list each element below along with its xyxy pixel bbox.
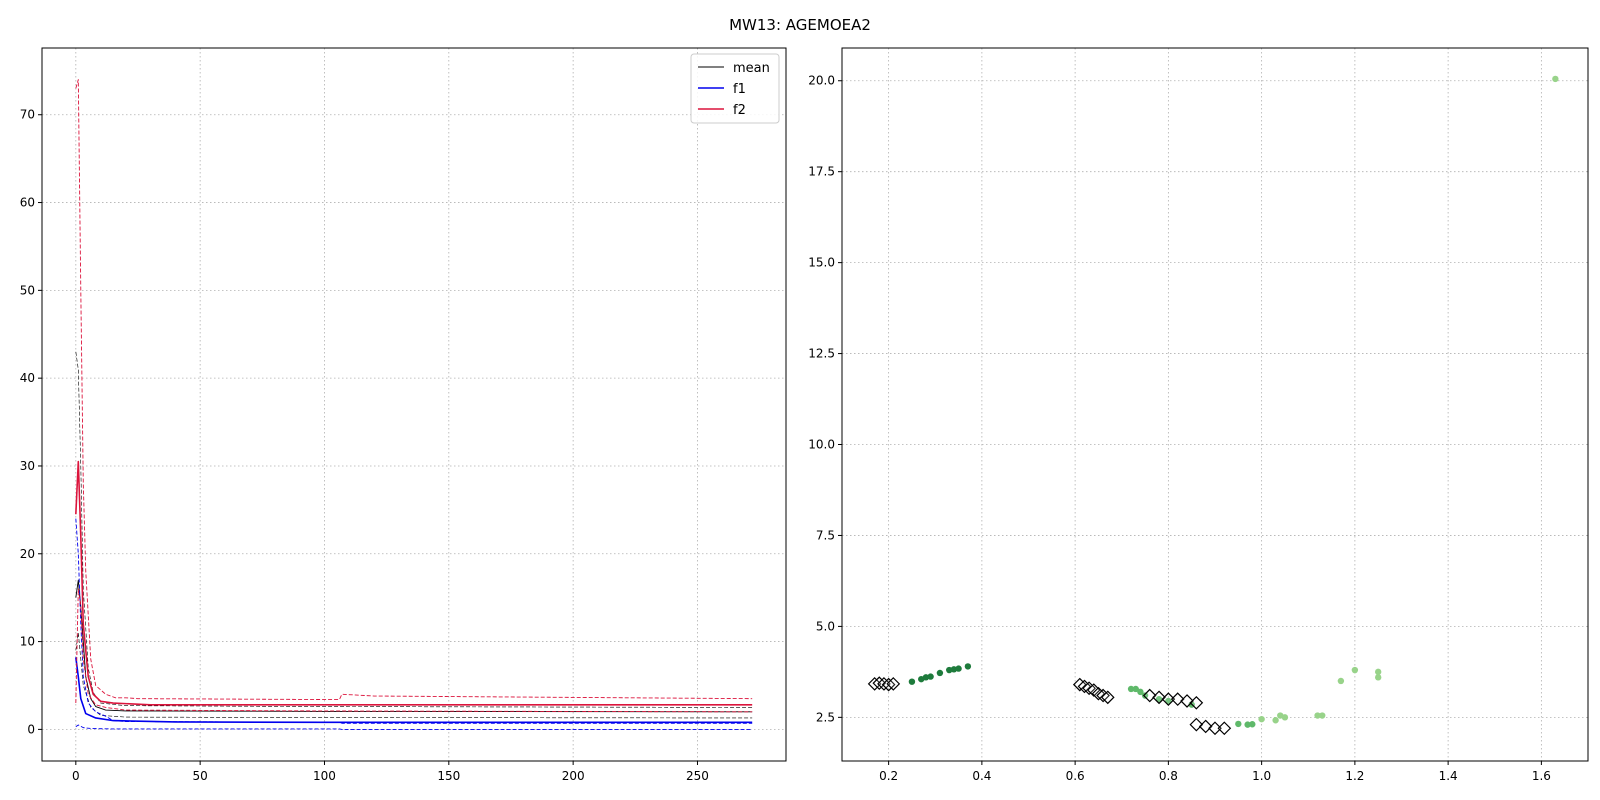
pareto-diamond-point	[1152, 690, 1166, 705]
legend: mean f1 f2	[690, 53, 780, 124]
pareto-diamond-point	[1161, 692, 1176, 707]
x-tick-label: 100	[313, 769, 336, 783]
pareto-diamond-point	[1180, 694, 1194, 708]
y-tick-label: 15.0	[808, 256, 835, 270]
y-tick-label: 10	[20, 635, 35, 649]
scatter-point	[1319, 712, 1326, 719]
series-line	[75, 579, 753, 713]
scatter-point	[936, 669, 944, 677]
legend-label: f1	[733, 82, 746, 97]
y-tick-label: 0	[27, 722, 35, 736]
x-tick-label: 1.0	[1252, 769, 1271, 783]
scatter-point	[1272, 717, 1279, 724]
y-tick-label: 20.0	[808, 74, 835, 88]
series-bound-line	[75, 588, 753, 713]
x-tick-label: 0	[72, 769, 80, 783]
scatter-point	[1127, 685, 1135, 693]
scatter-point	[1281, 714, 1289, 721]
scatter-point	[1249, 721, 1256, 728]
scatter-point	[1244, 721, 1251, 728]
plot-frame	[841, 47, 1589, 762]
x-tick-label: 1.4	[1439, 769, 1458, 783]
scatter-point	[927, 673, 934, 680]
figure-title: MW13: AGEMOEA2	[729, 16, 871, 34]
legend-box	[690, 53, 780, 124]
scatter-point	[1141, 692, 1149, 699]
scatter-point	[1314, 712, 1321, 719]
scatter-point	[1552, 75, 1559, 83]
x-tick-label: 1.6	[1532, 769, 1551, 783]
scatter-point	[908, 678, 916, 685]
objective-scatter-chart: 0.2 0.4 0.6 0.8 1.0 1.2 1.4 1.6 2.5 5.0 7.5 10.0 12.…	[808, 47, 1589, 783]
scatter-point	[955, 665, 962, 672]
pareto-diamond-point	[886, 677, 901, 691]
y-tick-label: 70	[20, 108, 35, 122]
scatter-point	[1235, 720, 1242, 728]
x-tick-label: 200	[562, 769, 585, 783]
series-bound-line	[75, 724, 753, 730]
scatter-point	[1165, 697, 1172, 705]
scatter-point	[1351, 666, 1359, 674]
scatter-point	[1337, 677, 1345, 685]
scatter-point	[1132, 685, 1139, 693]
scatter-point	[1374, 668, 1382, 676]
y-tick-label: 12.5	[808, 347, 835, 361]
pareto-diamond-point	[1208, 721, 1222, 736]
convergence-line-chart: 0 50 100 150 200 250 0 10 20 30 40 50 60 70 mean f1 f2	[20, 47, 787, 783]
x-tick-label: 0.4	[972, 769, 991, 783]
scatter-point	[1374, 674, 1382, 681]
legend-label: f2	[733, 103, 746, 118]
y-tick-label: 50	[20, 283, 35, 297]
series-bound-line	[75, 79, 753, 700]
x-tick-label: 250	[686, 769, 709, 783]
pareto-diamond-point	[1142, 688, 1157, 703]
scatter-points	[867, 75, 1559, 736]
series-bound-line	[75, 632, 753, 719]
pareto-diamond-point	[1170, 692, 1185, 707]
x-tick-label: 0.2	[879, 769, 898, 783]
scatter-point	[1258, 715, 1265, 723]
x-tick-label: 50	[193, 769, 208, 783]
series-line	[75, 460, 753, 706]
scatter-point	[1137, 688, 1144, 696]
scatter-point	[1155, 695, 1163, 703]
series-bound-line	[75, 518, 753, 724]
plot-frame	[41, 47, 787, 762]
y-tick-label: 20	[20, 547, 35, 561]
y-tick-label: 2.5	[816, 710, 835, 724]
x-tick-label: 1.2	[1345, 769, 1364, 783]
pareto-diamond-point	[1189, 717, 1204, 732]
y-tick-label: 7.5	[816, 528, 835, 542]
pareto-diamond-point	[1189, 695, 1204, 710]
y-tick-label: 5.0	[816, 619, 835, 633]
x-tick-label: 0.6	[1066, 769, 1085, 783]
y-tick-label: 60	[20, 196, 35, 210]
scatter-point	[964, 663, 972, 670]
legend-label: mean	[733, 61, 770, 76]
y-tick-label: 10.0	[808, 438, 835, 452]
x-tick-label: 150	[437, 769, 460, 783]
pareto-diamond-point	[1217, 721, 1232, 736]
y-tick-label: 40	[20, 371, 35, 385]
series-bound-line	[75, 351, 753, 708]
series-line	[75, 657, 753, 724]
pareto-diamond-point	[1198, 719, 1213, 734]
y-tick-label: 30	[20, 459, 35, 473]
series-lines	[75, 79, 753, 730]
pareto-diamond-point	[1100, 690, 1115, 705]
y-tick-label: 17.5	[808, 165, 835, 179]
x-tick-label: 0.8	[1159, 769, 1178, 783]
